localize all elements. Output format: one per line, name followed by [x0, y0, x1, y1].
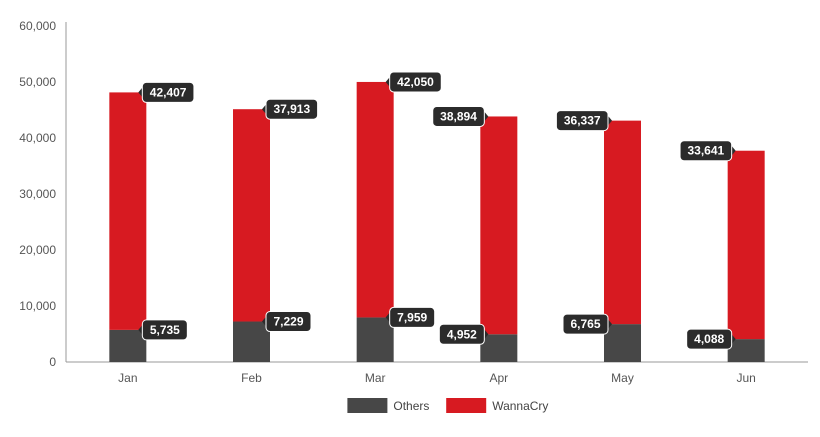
- data-label-wannacry-apr: 38,894: [432, 105, 489, 127]
- svg-text:36,337: 36,337: [564, 114, 601, 128]
- svg-text:6,765: 6,765: [570, 317, 600, 331]
- legend-swatch: [347, 398, 388, 413]
- bar-wannacry-may[interactable]: [604, 120, 641, 325]
- bars: [109, 81, 765, 362]
- bar-others-feb[interactable]: [233, 321, 270, 362]
- y-tick-label: 40,000: [19, 131, 56, 145]
- data-label-others-jan: 5,735: [138, 319, 188, 341]
- svg-text:37,913: 37,913: [273, 102, 310, 116]
- x-tick-label: Feb: [241, 371, 262, 385]
- legend-item-wannacry[interactable]: WannaCry: [446, 398, 548, 413]
- svg-text:5,735: 5,735: [150, 323, 180, 337]
- svg-text:4,952: 4,952: [447, 327, 477, 341]
- legend-label: Others: [393, 399, 429, 413]
- svg-text:42,050: 42,050: [397, 75, 434, 89]
- data-labels: 5,735 7,229 7,959 4,952 6,765 4,088 42,407 37,9…: [138, 71, 736, 350]
- legend-swatch: [446, 398, 487, 413]
- svg-text:7,229: 7,229: [273, 315, 303, 329]
- data-label-wannacry-feb: 37,913: [262, 98, 319, 120]
- data-label-wannacry-mar: 42,050: [385, 71, 442, 93]
- bar-others-mar[interactable]: [356, 317, 394, 362]
- legend-label: WannaCry: [492, 399, 548, 413]
- svg-text:4,088: 4,088: [694, 332, 724, 346]
- bar-others-may[interactable]: [604, 324, 641, 362]
- x-tick-label: Mar: [365, 371, 386, 385]
- x-tick-label: Jan: [118, 371, 137, 385]
- bar-others-apr[interactable]: [480, 334, 518, 362]
- data-label-others-jun: 4,088: [686, 328, 736, 350]
- x-axis: Jan Feb Mar Apr May Jun: [66, 361, 808, 385]
- legend-item-others[interactable]: Others: [347, 398, 429, 413]
- data-label-others-may: 6,765: [562, 313, 612, 335]
- svg-text:7,959: 7,959: [397, 310, 427, 324]
- bar-others-jan[interactable]: [109, 329, 147, 362]
- y-tick-label: 0: [49, 355, 56, 369]
- data-label-others-apr: 4,952: [438, 323, 489, 345]
- data-label-wannacry-jun: 33,641: [679, 140, 736, 162]
- x-tick-label: Apr: [489, 371, 508, 385]
- x-tick-label: May: [611, 371, 634, 385]
- bar-wannacry-jun[interactable]: [727, 150, 765, 340]
- y-axis: 0 10,000 20,000 30,000 40,000 50,000 60,000: [19, 19, 67, 369]
- y-tick-label: 50,000: [19, 75, 56, 89]
- bar-wannacry-apr[interactable]: [480, 116, 518, 335]
- y-tick-label: 30,000: [19, 187, 56, 201]
- bar-others-jun[interactable]: [727, 339, 765, 362]
- data-label-others-feb: 7,229: [262, 311, 312, 333]
- svg-text:33,641: 33,641: [688, 144, 725, 158]
- y-tick-label: 10,000: [19, 299, 56, 313]
- bar-wannacry-mar[interactable]: [356, 81, 394, 318]
- y-tick-label: 60,000: [19, 19, 56, 33]
- data-label-wannacry-may: 36,337: [555, 110, 612, 132]
- svg-text:38,894: 38,894: [440, 109, 477, 123]
- bar-wannacry-jan[interactable]: [109, 92, 147, 330]
- data-label-wannacry-jan: 42,407: [138, 81, 195, 103]
- bar-wannacry-feb[interactable]: [233, 109, 270, 322]
- svg-text:42,407: 42,407: [150, 85, 187, 99]
- x-tick-label: Jun: [736, 371, 755, 385]
- legend[interactable]: Others WannaCry: [347, 398, 548, 413]
- data-label-others-mar: 7,959: [385, 306, 436, 328]
- y-tick-label: 20,000: [19, 243, 56, 257]
